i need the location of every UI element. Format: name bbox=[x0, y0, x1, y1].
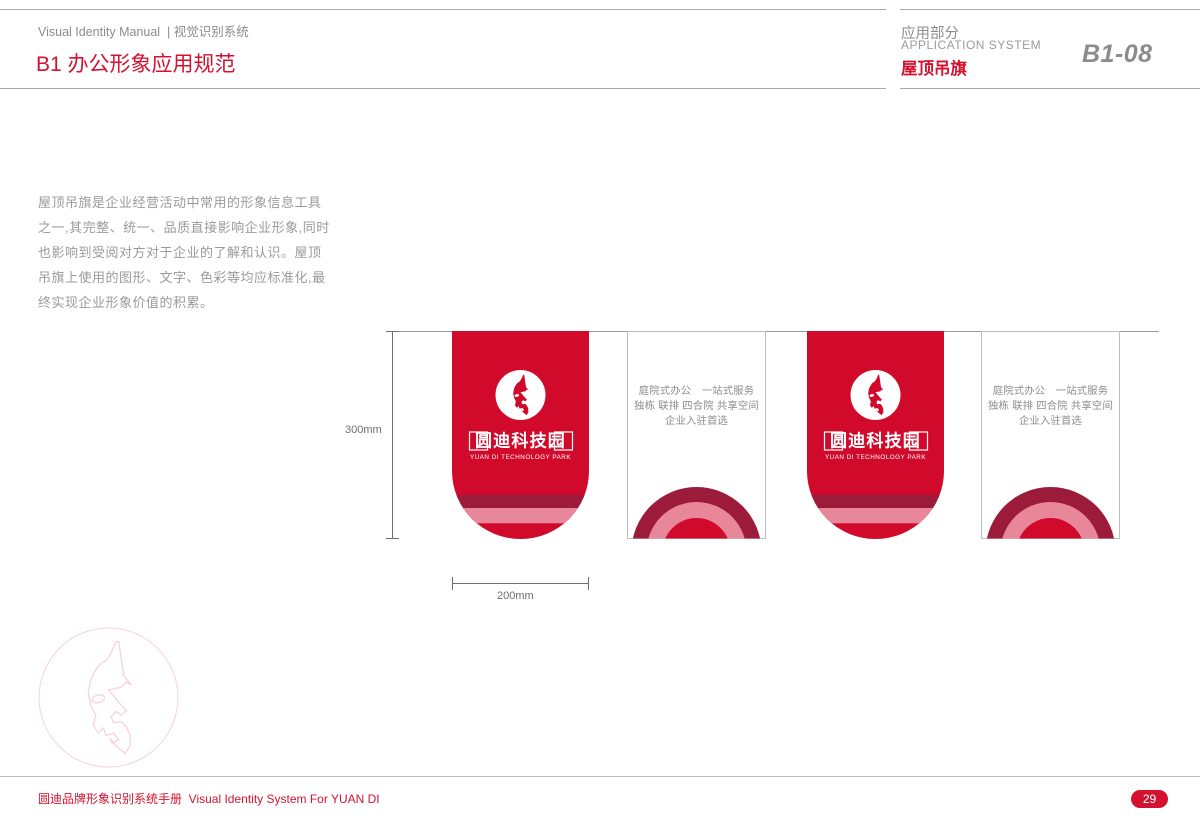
svg-text:圆迪科技园: 圆迪科技园 bbox=[475, 431, 566, 451]
svg-text:企业入驻首选: 企业入驻首选 bbox=[1019, 414, 1082, 427]
svg-text:YUAN DI TECHNOLOGY PARK: YUAN DI TECHNOLOGY PARK bbox=[470, 454, 571, 461]
svg-text:圆迪科技园: 圆迪科技园 bbox=[830, 431, 921, 451]
svg-text:YUAN DI TECHNOLOGY PARK: YUAN DI TECHNOLOGY PARK bbox=[825, 454, 926, 461]
svg-text:企业入驻首选: 企业入驻首选 bbox=[665, 414, 728, 427]
svg-text:庭院式办公 一站式服务: 庭院式办公 一站式服务 bbox=[639, 384, 754, 397]
svg-text:独栋 联排 四合院 共享空间: 独栋 联排 四合院 共享空间 bbox=[634, 399, 759, 412]
svg-text:庭院式办公 一站式服务: 庭院式办公 一站式服务 bbox=[993, 384, 1108, 397]
svg-text:独栋 联排 四合院 共享空间: 独栋 联排 四合院 共享空间 bbox=[988, 399, 1113, 412]
